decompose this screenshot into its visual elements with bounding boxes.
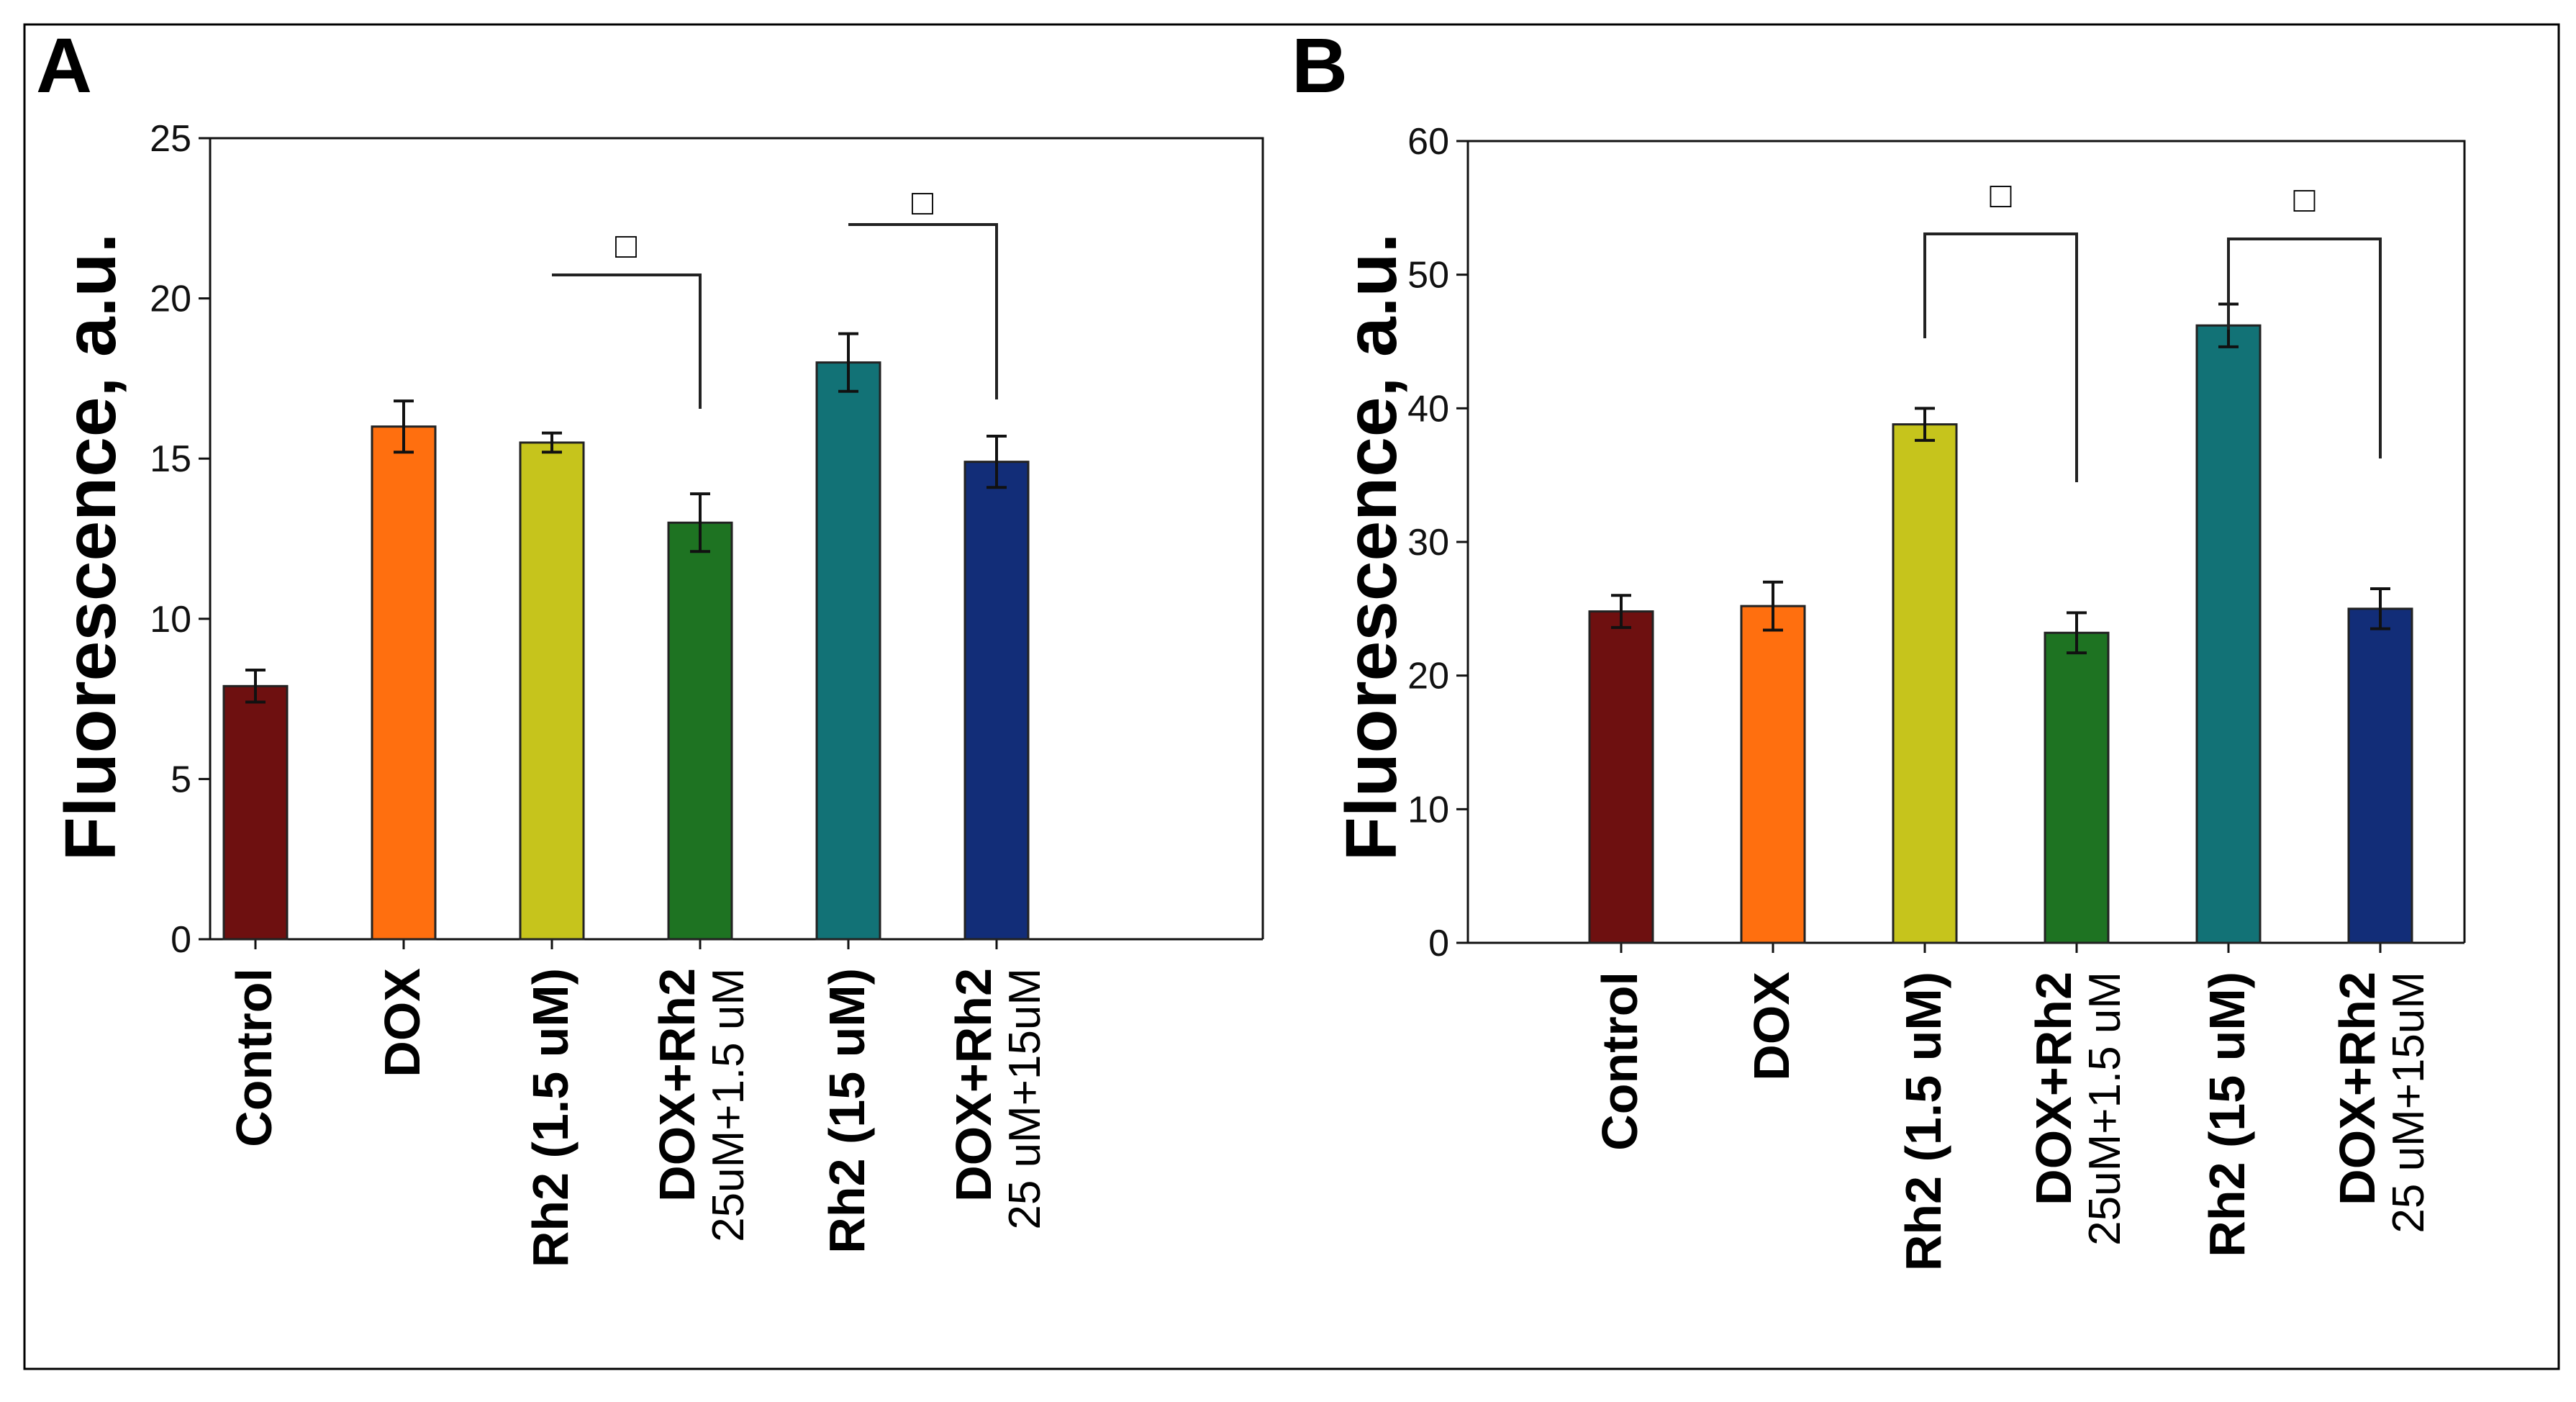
bar: [667, 521, 733, 941]
bar: [1892, 423, 1958, 944]
x-tick-label-sub: 25 uM+15uM: [2384, 972, 2434, 1234]
bar: [815, 361, 881, 941]
plot-frame: [210, 137, 1264, 939]
y-tick-label: 10: [150, 599, 191, 641]
bar: [2195, 324, 2262, 944]
x-tick-label: Rh2 (1.5 uM): [522, 968, 579, 1267]
significance-bracket: [2227, 238, 2382, 458]
significance-marker: □: [912, 182, 934, 222]
significance-bracket: [552, 273, 702, 409]
y-tick-label: 5: [171, 759, 191, 800]
y-tick-label: 15: [150, 438, 191, 480]
y-tick-label: 25: [150, 118, 191, 160]
chart-panel-B: B 0 10 20 30 40 50 60 Fluorescence, a.u. Control D…: [1292, 22, 2466, 1271]
y-tick-label: 40: [1407, 388, 1449, 430]
x-tick-label: Rh2 (15 uM): [819, 968, 875, 1254]
x-tick-label: Rh2 (15 uM): [2199, 972, 2255, 1257]
significance-marker: □: [615, 225, 638, 266]
bar: [1740, 605, 1806, 944]
x-tick-label: Control: [226, 968, 282, 1147]
y-tick-label: 20: [1407, 656, 1449, 697]
panel-label: A: [36, 22, 92, 109]
y-tick-label: 10: [1407, 789, 1449, 831]
x-tick-label: DOX+Rh2: [649, 968, 705, 1202]
y-tick-label: 60: [1407, 121, 1449, 163]
x-tick-label: DOX+Rh2: [945, 968, 1002, 1202]
significance-bracket: [848, 223, 998, 399]
bar: [1588, 610, 1654, 944]
y-tick-label: 0: [1428, 923, 1449, 964]
chart-panel-A: A 0 5 10 15 20 25 Fluorescence, a.u. Control DOX R…: [36, 22, 1264, 1267]
x-tick-label: DOX+Rh2: [2329, 972, 2385, 1206]
y-tick-label: 50: [1407, 255, 1449, 297]
figure-border: [23, 23, 2560, 1370]
y-tick-label: 0: [171, 919, 191, 961]
bar: [222, 684, 289, 941]
significance-marker: □: [2293, 179, 2316, 220]
x-tick-label: Control: [1592, 972, 1648, 1151]
bar: [963, 461, 1030, 941]
x-tick-label: DOX: [1743, 972, 1800, 1081]
x-tick-label-sub: 25uM+1.5 uM: [704, 968, 753, 1242]
significance-marker: □: [1990, 175, 2012, 215]
significance-bracket: [1923, 232, 2078, 482]
x-tick-label-sub: 25uM+1.5 uM: [2080, 972, 2130, 1246]
y-axis-label: Fluorescence, a.u.: [1331, 233, 1412, 861]
x-tick-label-sub: 25 uM+15uM: [1000, 968, 1050, 1230]
bar: [2347, 607, 2413, 944]
x-tick-label: Rh2 (1.5 uM): [1895, 972, 1951, 1271]
panel-label: B: [1292, 22, 1348, 109]
plot-frame: [1468, 140, 2466, 943]
x-tick-label: DOX: [374, 968, 430, 1077]
bar: [371, 425, 437, 941]
bar: [519, 441, 585, 941]
x-tick-label: DOX+Rh2: [2026, 972, 2082, 1206]
bar: [2044, 631, 2110, 944]
y-tick-label: 30: [1407, 522, 1449, 564]
y-tick-label: 20: [150, 279, 191, 320]
y-axis-label: Fluorescence, a.u.: [50, 233, 131, 861]
